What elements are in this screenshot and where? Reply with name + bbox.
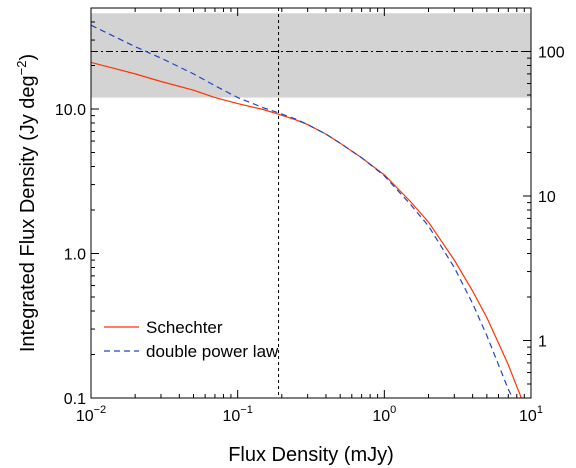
x-tick-label: 10−1 — [222, 404, 252, 425]
x-axis-title: Flux Density (mJy) — [228, 444, 394, 466]
x-tick-label-exponent: 0 — [390, 404, 396, 416]
legend: Schechter double power law — [104, 318, 279, 361]
x-tick-label-base: 10 — [222, 408, 240, 425]
y-axis-title: Integrated Flux Density (Jy deg−2) — [14, 54, 39, 352]
x-tick-label: 100 — [372, 404, 396, 425]
x-tick-label-base: 10 — [76, 408, 94, 425]
x-tick-label-exponent: 1 — [537, 404, 543, 416]
x-tick-label: 10−2 — [76, 404, 106, 425]
y-axis-title-main: Integrated Flux Density (Jy deg — [17, 75, 39, 352]
y2-tick-label: 10 — [538, 189, 556, 206]
legend-label-double-power-law: double power law — [146, 342, 279, 361]
shaded-band — [91, 13, 531, 98]
series-line-double-power-law — [91, 24, 514, 398]
x-tick-label: 101 — [519, 404, 543, 425]
x-tick-label-exponent: −2 — [94, 404, 107, 416]
x-tick-label-exponent: −1 — [240, 404, 253, 416]
y-axis-title-close: ) — [17, 54, 39, 61]
series-line-schechter — [91, 61, 522, 398]
legend-label-schechter: Schechter — [146, 318, 223, 337]
y-tick-label: 1.0 — [64, 247, 86, 264]
y-tick-label: 10.0 — [55, 102, 86, 119]
y2-tick-label: 1 — [538, 333, 547, 350]
y2-tick-label: 100 — [538, 44, 565, 61]
x-tick-label-base: 10 — [519, 408, 537, 425]
y-tick-label: 0.1 — [64, 391, 86, 408]
x-tick-label-base: 10 — [372, 408, 390, 425]
y-axis-title-superscript: −2 — [14, 61, 29, 76]
